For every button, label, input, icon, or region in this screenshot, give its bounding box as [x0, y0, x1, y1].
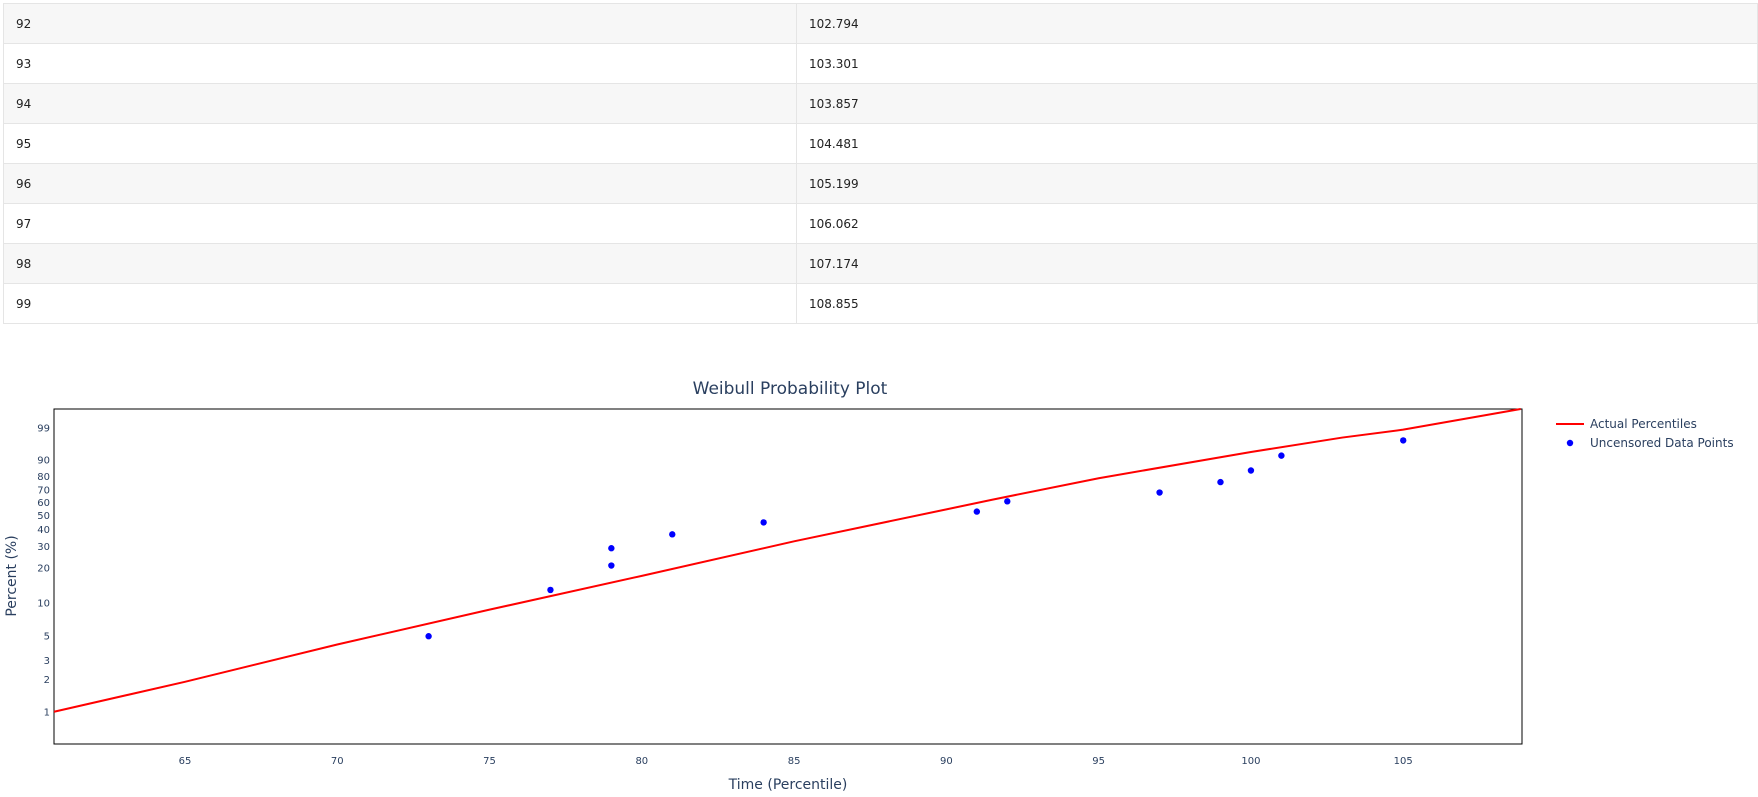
- y-axis-ticks: 1 2 3 5 10 20 30 40 50 60 70 80 90 99: [37, 423, 50, 718]
- data-point: [1156, 489, 1163, 496]
- y-tick-label: 2: [44, 675, 50, 686]
- series-line-actual-percentiles: [53, 408, 1521, 713]
- value-cell: 103.301: [796, 43, 1758, 84]
- table-row: 96 105.199: [3, 163, 1758, 204]
- x-tick-label: 70: [331, 756, 344, 767]
- data-point: [973, 508, 981, 515]
- percentile-cell: 97: [3, 203, 797, 244]
- data-point: [1004, 498, 1011, 505]
- x-axis-ticks: 65 70 75 80 85 90 95 100 105: [179, 756, 1413, 767]
- y-tick-label: 50: [37, 511, 50, 522]
- table-row: 94 103.857: [3, 83, 1758, 124]
- legend-marker-swatch: [1566, 439, 1574, 447]
- x-tick-label: 80: [635, 756, 648, 767]
- percentile-cell: 92: [3, 3, 797, 44]
- value-cell: 107.174: [796, 243, 1758, 284]
- percentile-cell: 98: [3, 243, 797, 284]
- table-row: 93 103.301: [3, 43, 1758, 84]
- table-row: 99 108.855: [3, 283, 1758, 324]
- plot-area-frame: [53, 408, 1523, 745]
- data-point: [547, 586, 554, 594]
- table-row: 98 107.174: [3, 243, 1758, 284]
- data-point: [760, 519, 767, 526]
- y-tick-label: 10: [37, 598, 50, 609]
- value-cell: 104.481: [796, 123, 1758, 164]
- x-axis-title: Time (Percentile): [728, 777, 848, 793]
- x-tick-label: 90: [940, 756, 953, 767]
- percentile-cell: 95: [3, 123, 797, 164]
- legend-label: Uncensored Data Points: [1590, 436, 1734, 450]
- x-tick-label: 85: [788, 756, 801, 767]
- y-tick-label: 5: [44, 632, 50, 643]
- table-row: 97 106.062: [3, 203, 1758, 244]
- percentile-table: 92 102.794 93 103.301 94 103.857 95 104.481 96 10…: [3, 3, 1758, 324]
- data-point: [1217, 478, 1224, 486]
- x-tick-label: 65: [179, 756, 192, 767]
- x-tick-label: 100: [1241, 756, 1260, 767]
- table-row: 92 102.794: [3, 3, 1758, 44]
- y-tick-label: 40: [37, 525, 50, 536]
- data-point: [1247, 467, 1255, 474]
- percentile-table-body: 92 102.794 93 103.301 94 103.857 95 104.481 96 10…: [3, 3, 1758, 324]
- table-row: 95 104.481: [3, 123, 1758, 164]
- x-tick-label: 95: [1092, 756, 1105, 767]
- y-tick-label: 3: [44, 656, 50, 667]
- data-point: [608, 545, 615, 552]
- y-tick-label: 60: [37, 498, 50, 509]
- percentile-cell: 94: [3, 83, 797, 124]
- y-tick-label: 20: [37, 564, 50, 575]
- y-tick-label: 70: [37, 485, 50, 496]
- value-cell: 108.855: [796, 283, 1758, 324]
- legend-label: Actual Percentiles: [1590, 417, 1697, 431]
- data-point: [1400, 437, 1407, 444]
- y-axis-title: Percent (%): [4, 535, 20, 616]
- legend-item-uncensored-data-points[interactable]: Uncensored Data Points: [1566, 436, 1734, 450]
- y-tick-label: 1: [44, 707, 50, 718]
- percentile-cell: 99: [3, 283, 797, 324]
- data-point: [425, 633, 432, 640]
- value-cell: 105.199: [796, 163, 1758, 204]
- value-cell: 103.857: [796, 83, 1758, 124]
- y-tick-label: 30: [37, 542, 50, 553]
- y-tick-label: 80: [37, 472, 50, 483]
- legend-item-actual-percentiles[interactable]: Actual Percentiles: [1556, 417, 1697, 431]
- chart-legend[interactable]: Actual Percentiles Uncensored Data Points: [1556, 417, 1734, 450]
- data-point: [669, 531, 676, 538]
- x-tick-label: 75: [483, 756, 496, 767]
- series-layer: [53, 408, 1521, 713]
- chart-title: Weibull Probability Plot: [693, 379, 888, 399]
- data-point: [608, 562, 615, 569]
- x-tick-label: 105: [1394, 756, 1413, 767]
- y-tick-label: 90: [37, 455, 50, 466]
- data-point: [1278, 452, 1285, 459]
- percentile-cell: 96: [3, 163, 797, 204]
- y-tick-label: 99: [37, 423, 50, 434]
